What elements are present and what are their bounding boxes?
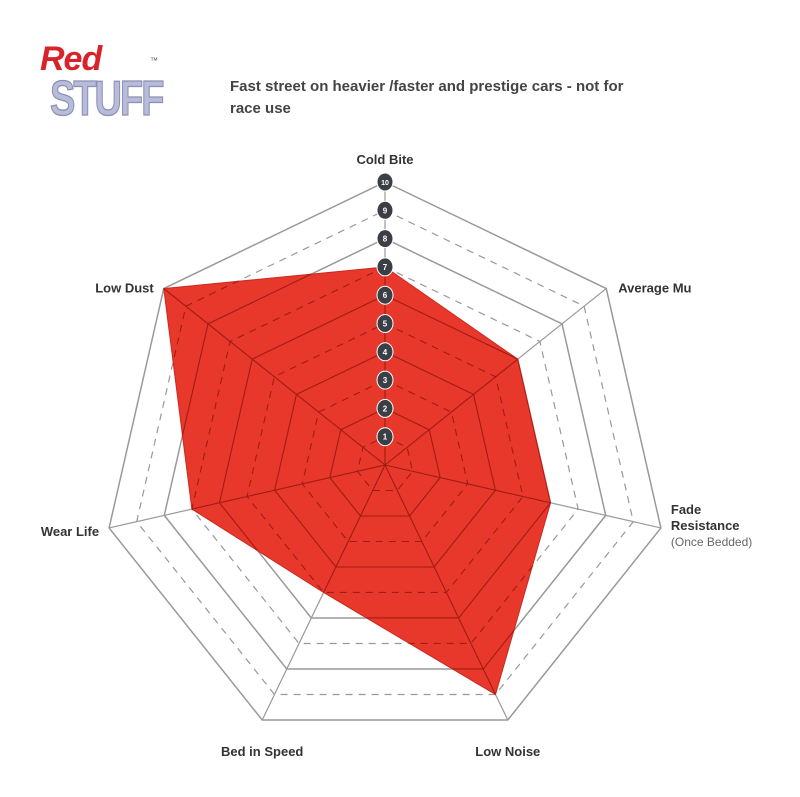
tick-badge bbox=[376, 427, 394, 447]
axis-sublabel: (Once Bedded) bbox=[671, 535, 752, 549]
grid-ring-over-data bbox=[218, 294, 551, 619]
chart-subtitle: Fast street on heavier /faster and prest… bbox=[230, 78, 624, 117]
axis-spoke-over-data bbox=[384, 288, 551, 466]
tick-label: 4 bbox=[383, 348, 388, 357]
grid-ring-over-data bbox=[301, 379, 469, 543]
axis-label: Cold Bite bbox=[356, 152, 413, 167]
tick-badge bbox=[376, 229, 394, 249]
axis-label: Low Noise bbox=[475, 744, 540, 759]
grid-ring-over-data bbox=[246, 322, 524, 594]
tick-label: 1 bbox=[383, 433, 388, 442]
tick-badge bbox=[376, 314, 394, 333]
data-area bbox=[163, 266, 552, 696]
axis-label: Resistance bbox=[671, 518, 740, 533]
axis-label: Average Mu bbox=[618, 281, 691, 296]
axis-label: Bed in Speed bbox=[221, 744, 303, 759]
tick-badge bbox=[376, 285, 394, 305]
redstuff-logo: Red STUFF ™ bbox=[38, 40, 165, 132]
tick-label: 10 bbox=[381, 180, 389, 187]
grid-ring-over-data bbox=[163, 266, 551, 695]
grid-ring-10 bbox=[108, 181, 662, 721]
tick-badge bbox=[376, 342, 394, 362]
logo-trademark: ™ bbox=[150, 56, 158, 65]
tick-badge bbox=[376, 398, 394, 418]
grid-ring-over-data bbox=[329, 407, 441, 517]
tick-label: 2 bbox=[383, 404, 388, 413]
tick-badge bbox=[376, 370, 394, 390]
tick-label: 5 bbox=[383, 320, 388, 329]
axis-label: Low Dust bbox=[95, 281, 154, 296]
tick-label: 3 bbox=[383, 376, 388, 385]
tick-label: 6 bbox=[383, 291, 388, 300]
tick-badge bbox=[376, 172, 394, 192]
tick-label: 9 bbox=[383, 206, 388, 215]
axis-spoke-over-data bbox=[163, 288, 386, 466]
logo-red-text: Red bbox=[40, 40, 102, 78]
axis-spoke-over-data bbox=[163, 464, 386, 529]
tick-badge bbox=[376, 200, 394, 220]
grid-ring-over-data bbox=[274, 351, 496, 568]
tick-label: 7 bbox=[383, 263, 388, 272]
axis-label: Fade bbox=[671, 502, 701, 517]
axis-spoke-over-data bbox=[384, 464, 551, 529]
grid-ring-over-data bbox=[356, 436, 414, 492]
tick-label: 8 bbox=[383, 235, 388, 244]
axis-label: Wear Life bbox=[41, 524, 99, 539]
logo-stuff-text: STUFF bbox=[49, 71, 164, 127]
axis-spoke-over-data bbox=[384, 464, 509, 695]
tick-badge bbox=[376, 257, 394, 277]
